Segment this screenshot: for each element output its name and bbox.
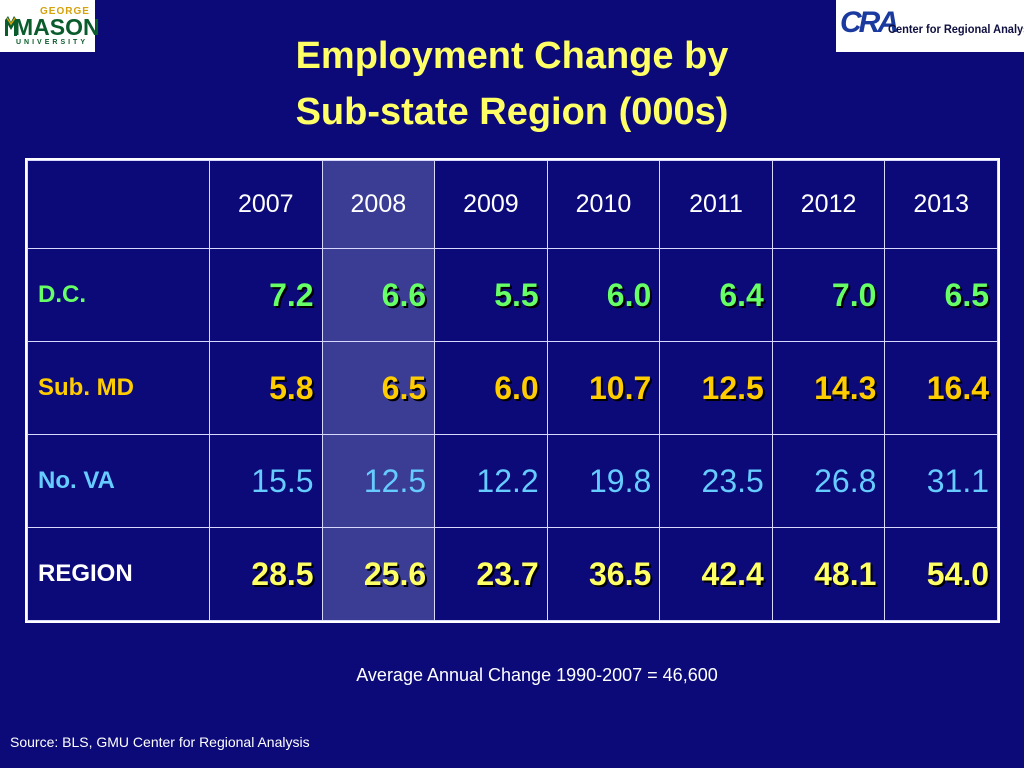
slide-title: Employment Change by Sub-state Region (0… <box>0 28 1024 140</box>
table-cell: 23.5 <box>659 434 773 528</box>
table-row-label: No. VA <box>27 434 210 528</box>
slide-title-line1: Employment Change by <box>295 35 729 77</box>
table-header-cell: 2010 <box>546 160 661 249</box>
average-annual-change-note: Average Annual Change 1990-2007 = 46,600 <box>356 665 718 685</box>
table-row: No. VA 15.5 12.5 12.2 19.8 23.5 26.8 31.… <box>27 434 998 528</box>
table-cell: 7.2 <box>209 248 323 342</box>
gmu-logo: GEORGE MASON UNIVERSITY <box>0 0 100 52</box>
table-header-cell: 2009 <box>434 160 548 249</box>
table-cell: 6.6 <box>321 248 436 342</box>
table-cell: 5.8 <box>209 341 323 435</box>
source-note: Source: BLS, GMU Center for Regional Ana… <box>10 734 310 750</box>
table-cell: 10.7 <box>546 341 661 435</box>
table-row-label: REGION <box>27 527 210 621</box>
slide-title-line2: Sub-state Region (000s) <box>295 91 729 133</box>
table-cell: 48.1 <box>771 527 886 621</box>
table-cell: 15.5 <box>209 434 323 528</box>
table-row-label: Sub. MD <box>27 341 210 435</box>
table-row: REGION 28.5 25.6 23.7 36.5 42.4 48.1 54.… <box>27 527 998 621</box>
table-cell: 16.4 <box>884 341 998 435</box>
table-cell: 7.0 <box>771 248 886 342</box>
cra-logo: CRA Center for Regional Analysis <box>836 0 1024 52</box>
cra-logo-text: Center for Regional Analysis <box>888 22 1024 36</box>
gmu-logo-university: UNIVERSITY <box>16 39 89 46</box>
table-row-label: D.C. <box>27 248 210 342</box>
cra-logo-mark: CRA <box>840 6 899 39</box>
table-cell: 6.0 <box>546 248 661 342</box>
table-cell: 6.5 <box>884 248 998 342</box>
table-row: D.C. 7.2 6.6 5.5 6.0 6.4 7.0 6.5 <box>27 248 998 342</box>
table-header-cell: 2007 <box>209 160 323 249</box>
table-cell: 54.0 <box>884 527 998 621</box>
table-header-cell: 2012 <box>771 160 886 249</box>
table-cell: 6.5 <box>321 341 436 435</box>
table-cell: 14.3 <box>771 341 886 435</box>
table-cell: 12.2 <box>434 434 548 528</box>
table-cell: 19.8 <box>546 434 661 528</box>
table-cell: 5.5 <box>434 248 548 342</box>
gmu-logo-george: GEORGE <box>40 6 90 17</box>
table-cell: 12.5 <box>659 341 773 435</box>
gmu-logo-mason: MASON <box>14 14 100 40</box>
table-cell: 31.1 <box>884 434 998 528</box>
table-header-cell <box>27 160 210 249</box>
table-header-cell: 2013 <box>884 160 998 249</box>
table-cell: 42.4 <box>659 527 773 621</box>
table-cell: 12.5 <box>321 434 436 528</box>
table-cell: 6.0 <box>434 341 548 435</box>
table-cell: 26.8 <box>771 434 886 528</box>
table-cell: 6.4 <box>659 248 773 342</box>
table-cell: 36.5 <box>546 527 661 621</box>
gmu-mark-icon <box>5 16 17 36</box>
table-header-row: 2007 2008 2009 2010 2011 2012 2013 <box>27 160 998 249</box>
table-cell: 25.6 <box>321 527 436 621</box>
employment-table: 2007 2008 2009 2010 2011 2012 2013 D.C. … <box>27 160 998 621</box>
employment-table-container: 2007 2008 2009 2010 2011 2012 2013 D.C. … <box>25 158 1000 623</box>
table-row: Sub. MD 5.8 6.5 6.0 10.7 12.5 14.3 16.4 <box>27 341 998 435</box>
table-header-cell: 2008 <box>321 160 436 249</box>
table-cell: 23.7 <box>434 527 548 621</box>
table-header-cell: 2011 <box>659 160 773 249</box>
table-cell: 28.5 <box>209 527 323 621</box>
